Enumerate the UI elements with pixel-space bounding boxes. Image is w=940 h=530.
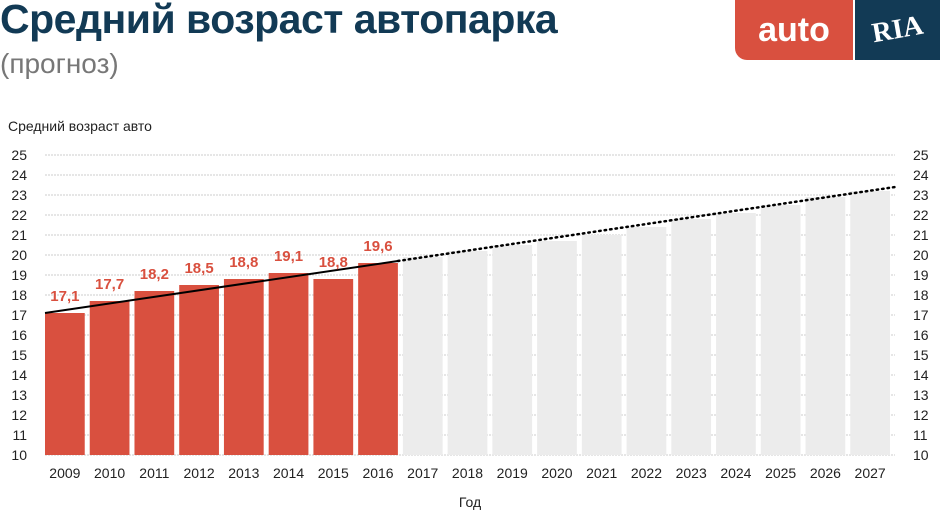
y-tick-label-right: 22 (913, 207, 929, 223)
bar-forecast (760, 205, 801, 455)
y-tick-label-right: 19 (913, 267, 929, 283)
data-label: 18,5 (184, 260, 213, 277)
x-tick-label: 2024 (720, 465, 751, 481)
x-tick-label: 2022 (631, 465, 662, 481)
x-tick-label: 2016 (362, 465, 393, 481)
x-tick-label: 2021 (586, 465, 617, 481)
y-tick-label-right: 16 (913, 327, 929, 343)
y-tick-label-right: 24 (913, 167, 929, 183)
y-tick-label-right: 10 (913, 447, 929, 463)
y-tick-label-right: 11 (913, 427, 928, 443)
trend-line-forecast (396, 185, 897, 263)
bar-actual (268, 273, 309, 455)
x-tick-label: 2027 (855, 465, 886, 481)
y-tick-label-right: 18 (913, 287, 929, 303)
x-tick-label: 2015 (318, 465, 349, 481)
y-tick-label-left: 15 (11, 347, 27, 363)
x-tick-label: 2014 (273, 465, 304, 481)
y-tick-label-right: 12 (913, 407, 929, 423)
bar-actual (89, 301, 130, 455)
page-title: Средний возраст автопарка (0, 0, 558, 42)
y-tick-label-right: 13 (913, 387, 929, 403)
x-tick-label: 2013 (228, 465, 259, 481)
x-tick-label: 2026 (810, 465, 841, 481)
data-label: 18,8 (319, 254, 348, 271)
data-label: 18,2 (140, 266, 169, 283)
data-label: 17,1 (50, 288, 79, 305)
logo-auto-text: auto (758, 10, 830, 49)
bar-forecast (850, 191, 890, 455)
y-tick-label-right: 20 (913, 247, 929, 263)
y-tick-label-left: 22 (11, 207, 27, 223)
bar-forecast (537, 241, 577, 455)
y-tick-label-left: 23 (11, 187, 27, 203)
data-label: 17,7 (95, 276, 124, 293)
y-tick-label-left: 12 (11, 407, 27, 423)
x-tick-label: 2019 (497, 465, 528, 481)
bar-forecast (402, 257, 443, 455)
bar-actual (45, 313, 85, 455)
bar-forecast (447, 251, 488, 455)
y-tick-label-right: 23 (913, 187, 929, 203)
bar-actual (179, 285, 219, 455)
bar-forecast (716, 213, 756, 455)
bar-actual (358, 263, 398, 455)
auto-logo: auto (735, 0, 853, 60)
x-tick-label: 2023 (676, 465, 707, 481)
data-label: 19,6 (363, 238, 392, 255)
y-tick-label-left: 14 (11, 367, 27, 383)
y-tick-label-right: 17 (913, 307, 929, 323)
y-tick-label-right: 15 (913, 347, 929, 363)
x-tick-label: 2011 (139, 465, 169, 481)
y-tick-label-left: 18 (11, 287, 27, 303)
y-tick-label-left: 25 (11, 147, 27, 163)
bar-forecast (492, 245, 533, 455)
ria-logo: RIA (855, 0, 940, 60)
x-tick-label: 2025 (765, 465, 796, 481)
y-tick-label-left: 16 (11, 327, 27, 343)
y-tick-label-left: 11 (12, 427, 27, 443)
bar-actual (313, 279, 354, 455)
y-tick-label-left: 20 (11, 247, 27, 263)
x-tick-label: 2018 (452, 465, 483, 481)
y-tick-label-right: 21 (913, 227, 929, 243)
y-tick-label-left: 24 (11, 167, 27, 183)
y-tick-label-right: 25 (913, 147, 929, 163)
bar-forecast (805, 197, 846, 455)
data-label: 19,1 (274, 248, 303, 265)
x-tick-label: 2009 (49, 465, 80, 481)
y-tick-label-left: 13 (11, 387, 27, 403)
bar-forecast (626, 227, 667, 455)
page-subtitle: (прогноз) (0, 48, 119, 79)
y-tick-label-left: 10 (11, 447, 27, 463)
x-tick-label: 2020 (541, 465, 572, 481)
x-tick-label: 2017 (407, 465, 438, 481)
y-tick-label-right: 14 (913, 367, 929, 383)
x-tick-label: 2012 (184, 465, 215, 481)
y-tick-label-left: 17 (11, 307, 27, 323)
bar-actual (223, 279, 264, 455)
bar-forecast (581, 235, 622, 455)
x-axis-label: Год (459, 494, 481, 510)
trend-line-actual (44, 260, 399, 314)
x-tick-label: 2010 (94, 465, 125, 481)
data-label: 18,8 (229, 254, 258, 271)
bar-forecast (671, 219, 712, 455)
bar-actual (134, 291, 175, 455)
y-axis-label: Средний возраст авто (8, 118, 152, 134)
y-tick-label-left: 21 (11, 227, 27, 243)
y-tick-label-left: 19 (11, 267, 27, 283)
